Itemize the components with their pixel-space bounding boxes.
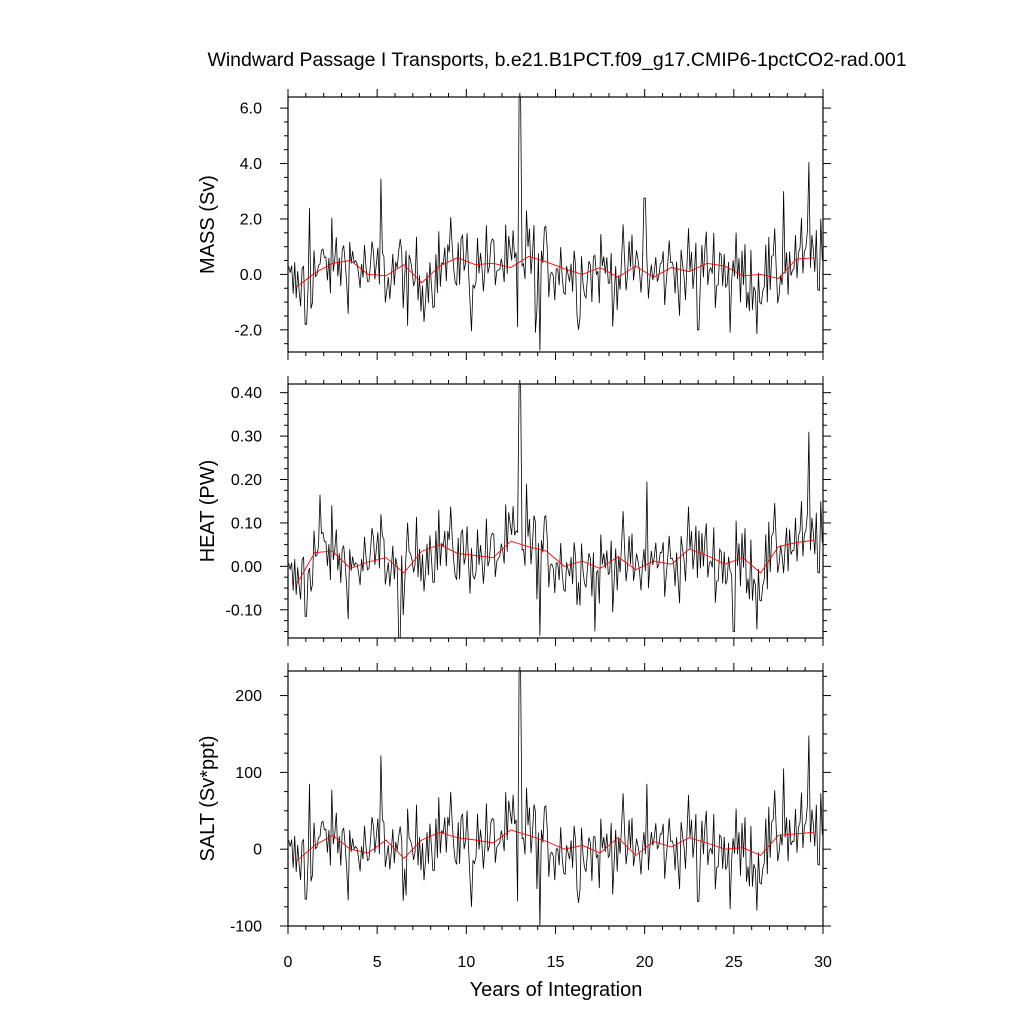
x-tick-label: 15 [547,954,565,971]
panel-frame [287,670,824,927]
y-tick-label: 200 [235,688,262,705]
y-tick-label: 0.20 [231,472,262,489]
x-tick-label: 20 [636,954,654,971]
y-tick-label: -0.10 [226,602,263,619]
x-tick-label: 0 [284,954,293,971]
y-tick-label: 0.10 [231,515,262,532]
annual-mean-line [296,829,815,862]
y-axis-label: HEAT (PW) [197,460,219,563]
chart-title: Windward Passage I Transports, b.e21.B1P… [207,49,906,71]
x-tick-label: 10 [457,954,475,971]
panel-frame [287,383,824,639]
x-tick-label: 25 [725,954,743,971]
y-tick-label: 0.0 [240,267,262,284]
monthly-series-line [288,383,823,639]
y-tick-label: 0 [253,842,262,859]
y-tick-label: 6.0 [240,101,262,118]
x-axis-label: Years of Integration [470,979,643,1001]
monthly-series-line [288,670,823,927]
panel-frame [287,96,824,353]
y-tick-label: 0.40 [231,385,262,402]
y-tick-label: -100 [230,919,262,936]
x-tick-label: 30 [814,954,832,971]
x-tick-label: 5 [373,954,382,971]
y-axis-label: MASS (Sv) [197,175,219,274]
y-tick-label: 0.00 [231,559,262,576]
y-tick-label: 2.0 [240,211,262,228]
annual-mean-line [296,255,815,288]
y-tick-label: 100 [235,765,262,782]
monthly-series-line [288,96,823,351]
y-axis-label: SALT (Sv*ppt) [197,736,219,862]
y-tick-label: 4.0 [240,156,262,173]
y-tick-label: 0.30 [231,429,262,446]
y-tick-label: -2.0 [234,322,262,339]
annual-mean-line [296,539,815,584]
